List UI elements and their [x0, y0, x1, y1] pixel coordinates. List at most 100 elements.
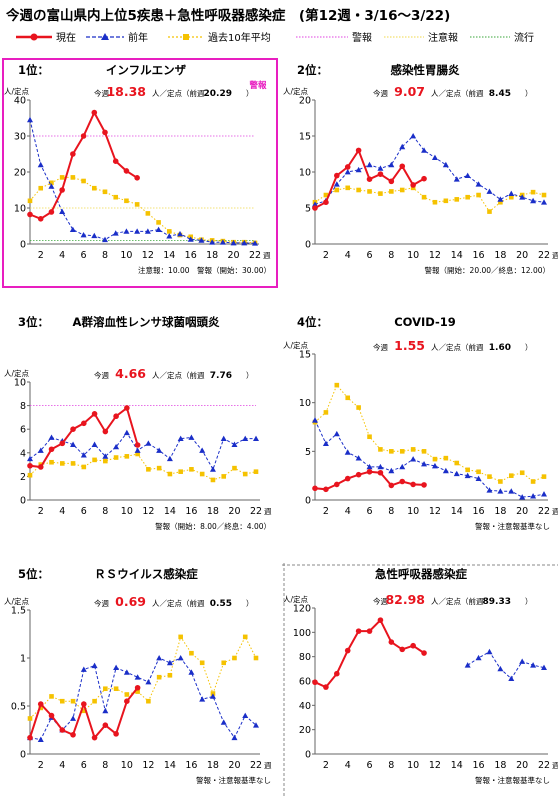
x-tick-label: 12 [142, 506, 154, 517]
point-avg10 [27, 472, 33, 478]
point-prev-year [530, 662, 537, 668]
point-prev-year [123, 228, 130, 234]
y-tick-label: 0 [20, 240, 26, 251]
point-prev-year [541, 491, 547, 497]
x-tick-label: 6 [367, 760, 373, 771]
x-unit-label: 週 [552, 761, 558, 770]
point-avg10 [102, 189, 108, 195]
point-prev-year [486, 188, 493, 194]
point-avg10 [242, 634, 248, 640]
point-prev-year [80, 666, 87, 672]
point-current [377, 617, 384, 623]
point-current [312, 205, 318, 211]
point-prev-year [366, 161, 373, 168]
point-prev-year [177, 230, 183, 237]
point-prev-year [80, 452, 87, 458]
this-week-value: 0.69 [115, 594, 146, 609]
point-prev-year [355, 455, 362, 461]
point-current [102, 722, 109, 728]
point-current [134, 175, 140, 181]
x-tick-label: 6 [81, 250, 87, 261]
chart-title: ＲＳウイルス感染症 [94, 567, 198, 581]
point-avg10 [81, 464, 87, 470]
point-prev-year [220, 719, 227, 725]
point-avg10 [242, 471, 248, 477]
point-prev-year [322, 440, 329, 446]
point-prev-year [486, 487, 493, 493]
point-prev-year [344, 449, 351, 455]
y-tick-label: 40 [14, 96, 26, 107]
legend-avg10: 過去10年平均 [168, 31, 271, 44]
point-prev-year [91, 232, 98, 239]
x-tick-label: 10 [407, 250, 419, 261]
point-current [344, 475, 351, 482]
point-current [27, 211, 33, 218]
point-avg10 [232, 465, 237, 471]
point-prev-year [530, 493, 537, 499]
y-unit-label: 人/定点 [283, 86, 309, 96]
y-tick-label: 60 [299, 677, 311, 688]
x-tick-label: 8 [388, 250, 394, 261]
prev-week-value: 8.45 [489, 89, 511, 99]
point-avg10 [378, 191, 383, 196]
point-avg10 [156, 220, 161, 225]
x-tick-label: 8 [102, 506, 108, 517]
alert-badge: 警報 [249, 80, 267, 91]
point-current [421, 482, 427, 488]
point-current [366, 468, 373, 475]
point-avg10 [530, 479, 536, 484]
x-tick-label: 14 [164, 506, 176, 517]
chart-title: A群溶血性レンサ球菌咽頭炎 [73, 315, 220, 329]
x-tick-label: 2 [38, 506, 44, 517]
this-week-value: 1.55 [394, 338, 425, 353]
point-prev-year [156, 655, 163, 661]
point-prev-year [123, 669, 130, 675]
x-tick-label: 22 [538, 506, 550, 517]
point-avg10 [465, 467, 470, 473]
point-avg10 [378, 447, 383, 452]
x-tick-label: 18 [207, 506, 219, 517]
point-current [344, 647, 351, 654]
x-tick-label: 4 [345, 506, 351, 517]
point-current [124, 698, 130, 704]
y-tick-label: 5 [305, 447, 311, 458]
y-unit-label: 人/定点 [283, 594, 309, 604]
point-prev-year [388, 467, 395, 474]
point-avg10 [498, 199, 503, 205]
point-avg10 [232, 655, 237, 661]
point-prev-year [377, 463, 384, 470]
x-tick-label: 10 [121, 760, 133, 771]
prev-week-close: ） [525, 89, 533, 98]
point-avg10 [113, 455, 119, 460]
point-avg10 [49, 459, 54, 465]
point-avg10 [145, 211, 151, 216]
chart-title: COVID-19 [394, 315, 456, 329]
x-tick-label: 12 [142, 760, 154, 771]
x-tick-label: 6 [367, 250, 373, 261]
point-avg10 [103, 458, 108, 464]
point-prev-year [497, 196, 504, 202]
point-avg10 [476, 469, 481, 475]
point-current [366, 628, 373, 634]
point-prev-year [134, 228, 141, 234]
point-prev-year [166, 233, 173, 239]
point-prev-year [541, 664, 547, 671]
x-tick-label: 2 [323, 760, 329, 771]
point-avg10 [92, 457, 97, 463]
point-prev-year [453, 176, 460, 182]
y-tick-label: 0 [20, 750, 26, 761]
point-avg10 [432, 199, 438, 205]
legend-caution-label: 注意報 [428, 31, 458, 44]
point-avg10 [27, 198, 33, 204]
point-prev-year [242, 435, 249, 442]
point-prev-year [156, 447, 163, 453]
point-current [312, 485, 318, 492]
this-week-label: 今週 [94, 370, 109, 380]
x-tick-label: 14 [163, 250, 175, 261]
prev-week-label: 人／定点（前週 [152, 88, 205, 98]
x-tick-label: 6 [81, 760, 87, 771]
point-avg10 [70, 698, 76, 704]
point-prev-year [37, 736, 44, 742]
chart-panel-4: 4位： COVID-19 人/定点 今週 1.55 人／定点（前週 1.60 ） 0 5 10 15 2… [283, 315, 558, 531]
